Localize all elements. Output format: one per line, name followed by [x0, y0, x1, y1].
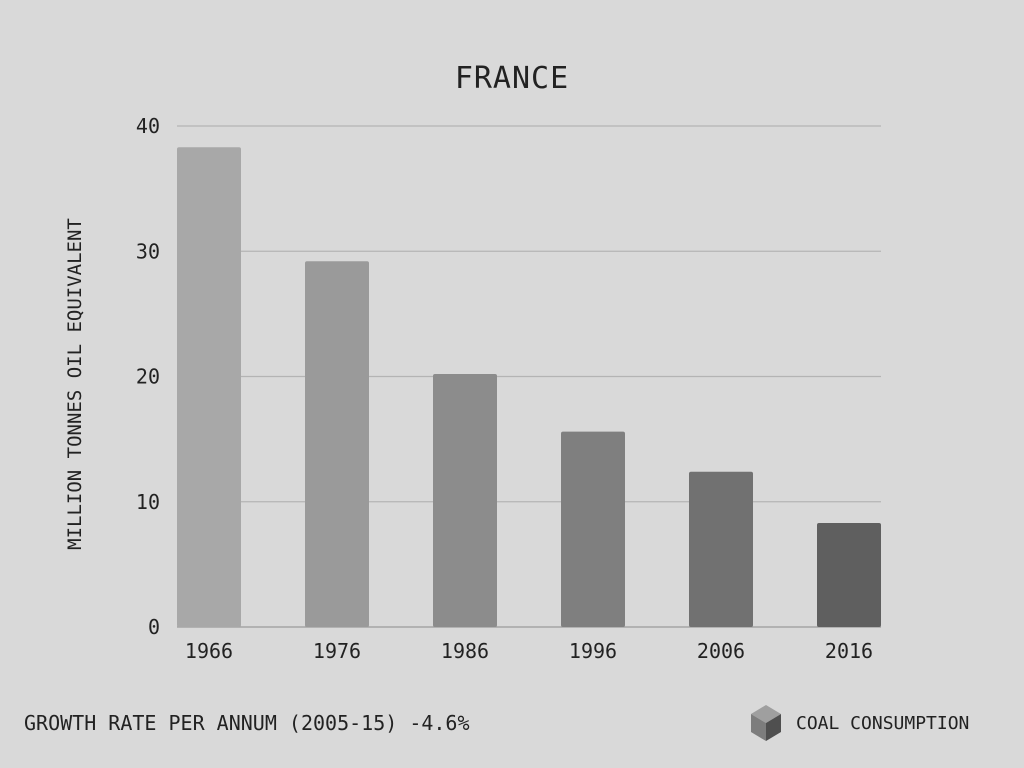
x-tick-label: 1976 [313, 639, 361, 663]
bar-1986 [433, 373, 497, 627]
y-tick-label: 20 [136, 365, 160, 389]
legend-label: COAL CONSUMPTION [796, 713, 969, 734]
x-axis-ticks: 1966 1976 1986 1996 2006 2016 [185, 639, 873, 663]
y-tick-label: 10 [136, 490, 160, 514]
y-axis-ticks: 0 10 20 30 40 [136, 114, 160, 639]
bar-2006 [689, 471, 753, 627]
bars [177, 147, 881, 628]
y-tick-label: 40 [136, 114, 160, 138]
x-tick-label: 2006 [697, 639, 745, 663]
bar-1966 [177, 147, 241, 628]
x-tick-label: 1986 [441, 639, 489, 663]
y-tick-label: 30 [136, 239, 160, 263]
bar-1996 [561, 431, 625, 627]
y-axis-label: MILLION TONNES OIL EQUIVALENT [64, 218, 86, 550]
y-tick-label: 0 [148, 615, 160, 639]
x-tick-label: 1966 [185, 639, 233, 663]
bar-2016 [817, 523, 881, 627]
x-tick-label: 2016 [825, 639, 873, 663]
bar-1976 [305, 261, 369, 627]
chart-title: FRANCE [455, 61, 569, 96]
cube-icon [751, 705, 781, 741]
growth-rate-text: GROWTH RATE PER ANNUM (2005-15) -4.6% [24, 711, 470, 735]
x-tick-label: 1996 [569, 639, 617, 663]
gridlines [177, 125, 881, 628]
